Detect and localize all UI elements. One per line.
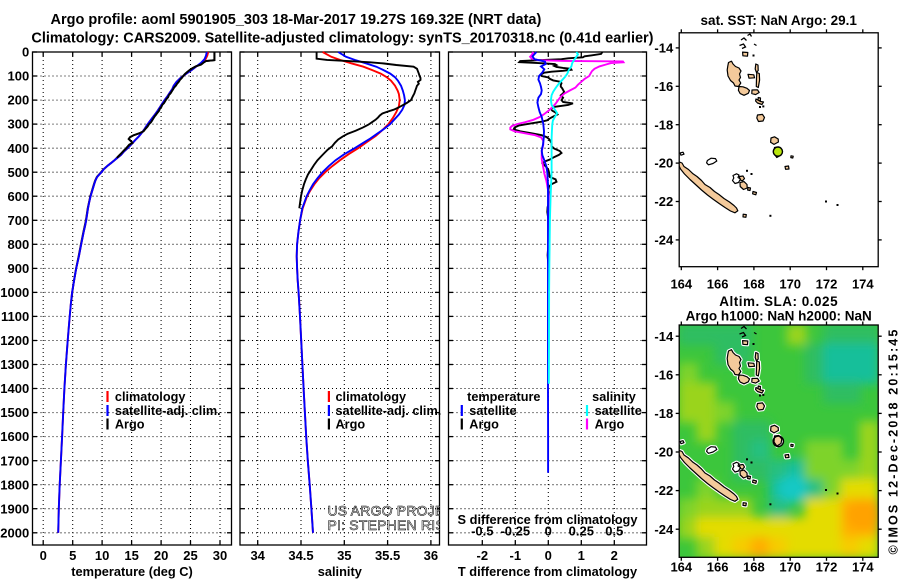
svg-text:0: 0	[40, 548, 47, 563]
svg-text:0: 0	[22, 45, 29, 60]
svg-text:34.5: 34.5	[288, 548, 313, 563]
svg-text:200: 200	[7, 93, 29, 108]
svg-text:-0.25: -0.25	[500, 524, 530, 539]
svg-text:600: 600	[7, 189, 29, 204]
svg-text:35.5: 35.5	[375, 548, 400, 563]
svg-text:2000: 2000	[0, 525, 29, 540]
svg-text:1: 1	[578, 548, 585, 563]
svg-text:1700: 1700	[0, 453, 29, 468]
svg-text:164: 164	[670, 277, 692, 292]
svg-text:170: 170	[779, 277, 801, 292]
svg-text:700: 700	[7, 213, 29, 228]
svg-text:0: 0	[545, 524, 552, 539]
svg-text:-22: -22	[654, 483, 673, 498]
svg-text:2: 2	[611, 548, 618, 563]
svg-text:15: 15	[124, 548, 138, 563]
svg-text:Argo: Argo	[336, 418, 366, 432]
svg-text:174: 174	[852, 277, 874, 292]
svg-text:-24: -24	[654, 233, 674, 248]
svg-text:-1: -1	[510, 548, 522, 563]
svg-text:salinity: salinity	[318, 564, 363, 579]
svg-text:T difference from climatology: T difference from climatology	[458, 564, 638, 579]
svg-text:168: 168	[743, 560, 765, 575]
svg-text:1200: 1200	[0, 333, 29, 348]
svg-text:1400: 1400	[0, 381, 29, 396]
svg-text:Altim. SLA: 0.025: Altim. SLA: 0.025	[719, 294, 838, 309]
svg-text:satellite-adj. clim.: satellite-adj. clim.	[336, 404, 442, 418]
svg-text:climatology: climatology	[115, 390, 185, 404]
svg-text:168: 168	[743, 277, 765, 292]
svg-text:Argo: Argo	[595, 418, 625, 432]
svg-text:170: 170	[779, 560, 801, 575]
svg-text:166: 166	[707, 277, 729, 292]
svg-text:172: 172	[816, 277, 838, 292]
svg-text:174: 174	[852, 560, 874, 575]
svg-text:-22: -22	[654, 194, 673, 209]
svg-text:©IMOS 12-Dec-2018 20:15:45: ©IMOS 12-Dec-2018 20:15:45	[887, 327, 900, 554]
svg-text:Climatology: CARS2009. Satelli: Climatology: CARS2009. Satellite-adjuste…	[31, 31, 653, 47]
svg-text:Argo profile: aoml 5901905_303: Argo profile: aoml 5901905_303 18-Mar-20…	[51, 12, 542, 28]
svg-text:temperature (deg C): temperature (deg C)	[71, 564, 193, 579]
svg-text:sat. SST: NaN Argo: 29.1: sat. SST: NaN Argo: 29.1	[701, 13, 858, 28]
svg-text:-18: -18	[654, 117, 673, 132]
svg-text:100: 100	[7, 69, 29, 84]
svg-text:satellite: satellite	[595, 404, 642, 418]
svg-text:-14: -14	[654, 41, 674, 56]
svg-text:-16: -16	[654, 367, 673, 382]
svg-text:1600: 1600	[0, 429, 29, 444]
svg-text:164: 164	[670, 560, 692, 575]
svg-text:500: 500	[7, 165, 29, 180]
svg-text:salinity: salinity	[592, 390, 636, 404]
svg-text:1800: 1800	[0, 477, 29, 492]
svg-text:166: 166	[707, 560, 729, 575]
svg-text:5: 5	[69, 548, 76, 563]
svg-text:Argo: Argo	[115, 418, 145, 432]
svg-text:400: 400	[7, 141, 29, 156]
svg-text:0.5: 0.5	[605, 524, 623, 539]
svg-text:36: 36	[424, 548, 438, 563]
svg-text:-20: -20	[654, 445, 673, 460]
svg-text:climatology: climatology	[336, 390, 407, 404]
svg-text:20: 20	[154, 548, 168, 563]
svg-text:900: 900	[7, 261, 29, 276]
svg-text:30: 30	[213, 548, 227, 563]
svg-text:satellite-adj. clim.: satellite-adj. clim.	[115, 404, 221, 418]
svg-text:1100: 1100	[1, 309, 29, 324]
svg-text:-18: -18	[654, 406, 673, 421]
svg-text:34: 34	[250, 548, 265, 563]
svg-text:-2: -2	[477, 548, 489, 563]
svg-text:Argo h1000: NaN h2000: NaN: Argo h1000: NaN h2000: NaN	[686, 309, 872, 324]
svg-text:-0.5: -0.5	[471, 524, 493, 539]
svg-text:10: 10	[95, 548, 109, 563]
svg-text:-20: -20	[654, 156, 673, 171]
svg-text:300: 300	[7, 117, 29, 132]
svg-text:0: 0	[545, 548, 552, 563]
svg-text:172: 172	[816, 560, 838, 575]
svg-text:0.25: 0.25	[569, 524, 594, 539]
svg-text:-14: -14	[654, 329, 674, 344]
svg-text:satellite: satellite	[469, 404, 516, 418]
svg-text:-16: -16	[654, 79, 673, 94]
svg-text:25: 25	[183, 548, 197, 563]
svg-text:800: 800	[7, 237, 29, 252]
svg-text:1000: 1000	[0, 285, 29, 300]
svg-text:35: 35	[337, 548, 351, 563]
svg-text:1500: 1500	[0, 405, 29, 420]
svg-text:-24: -24	[654, 522, 674, 537]
svg-text:1300: 1300	[0, 357, 29, 372]
svg-text:1900: 1900	[0, 501, 29, 516]
svg-text:Argo: Argo	[469, 418, 499, 432]
svg-text:temperature: temperature	[467, 390, 540, 404]
